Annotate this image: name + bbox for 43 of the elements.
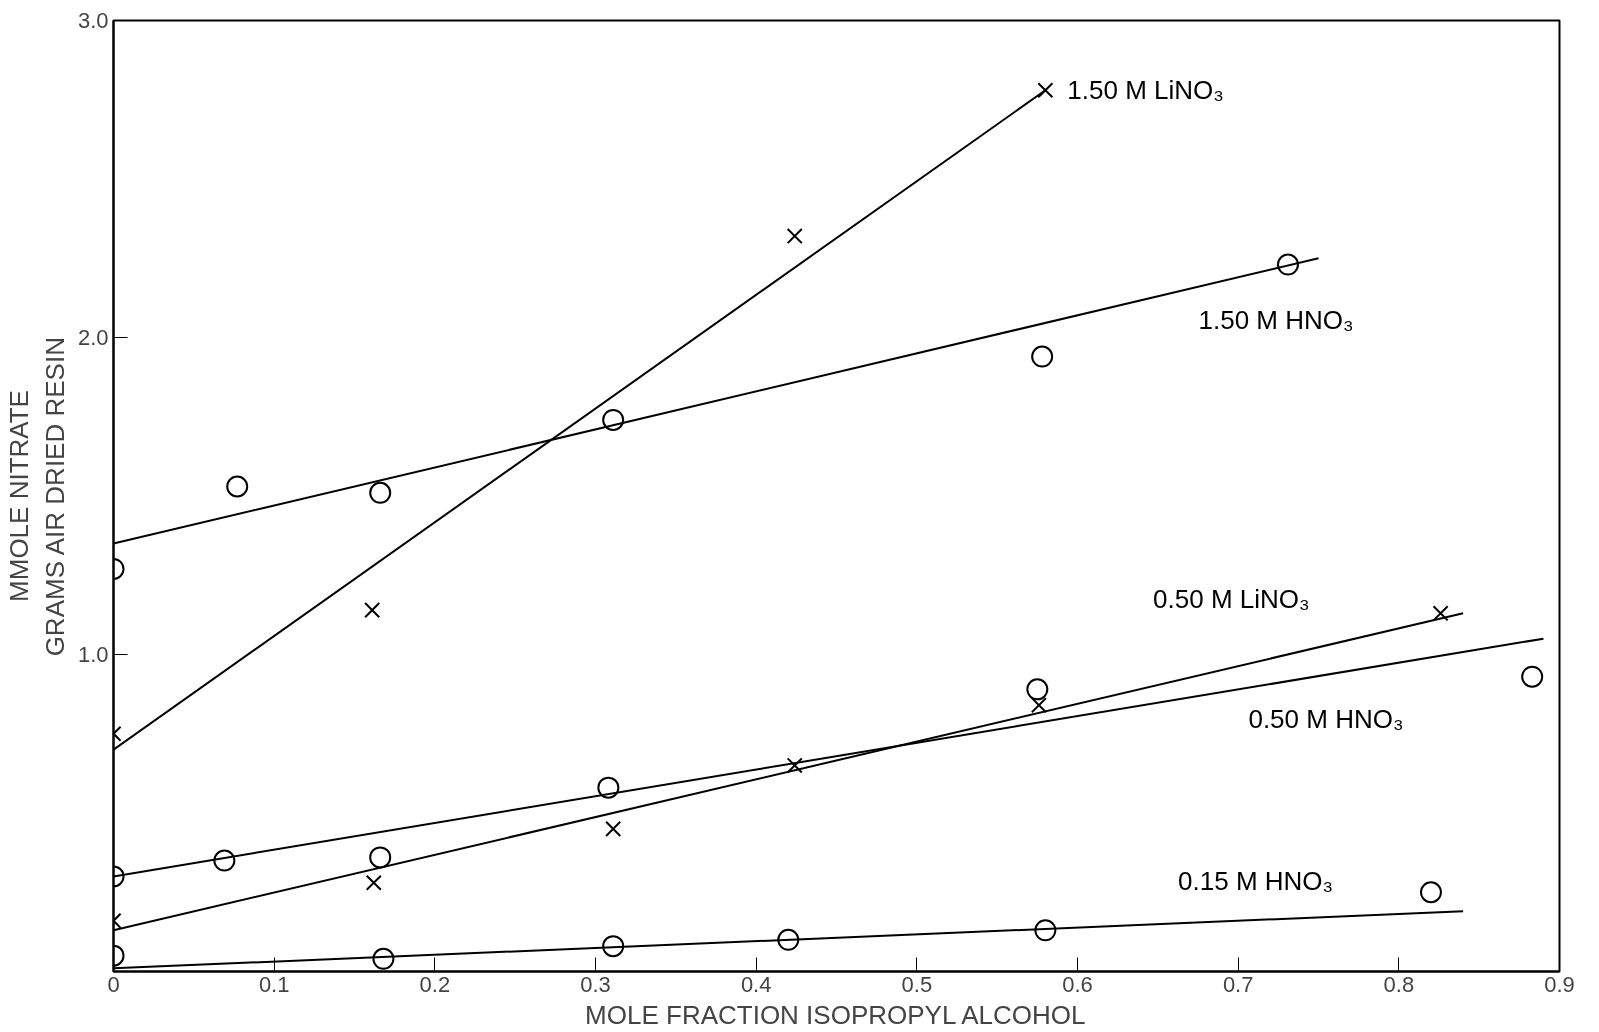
x-tick-label: 0.9: [1544, 971, 1575, 997]
point: [1030, 697, 1048, 714]
point: [372, 947, 395, 970]
point: [1026, 678, 1049, 701]
x-tick-label: 0.1: [258, 971, 290, 997]
point: [786, 227, 803, 245]
x-tick-label: 0.7: [1222, 971, 1254, 997]
point: [1276, 253, 1299, 276]
x-tick-label: 0: [107, 971, 120, 997]
series-label: 0.50 M LiNO₃: [1153, 584, 1310, 615]
x-tick-label: 0.6: [1062, 971, 1093, 997]
y-tick-label: 1.0: [77, 642, 109, 667]
point: [602, 935, 625, 958]
point: [365, 874, 382, 891]
x-tick-label: 0.3: [580, 971, 611, 997]
x-axis-title: MOLE FRACTION ISOPROPYL ALCOHOL: [585, 999, 1086, 1030]
point: [1419, 881, 1442, 904]
x-tick-label: 0.5: [901, 971, 933, 997]
point: [786, 757, 803, 774]
x-tick-label: 0.2: [419, 971, 451, 997]
point: [1521, 665, 1544, 688]
point: [605, 820, 622, 837]
y-tick-label: 2.0: [77, 325, 109, 350]
point: [369, 846, 392, 869]
point: [1432, 605, 1449, 622]
point: [226, 475, 249, 498]
series-label: 1.50 M HNO₃: [1198, 305, 1354, 336]
x-tick-label: 0.8: [1383, 971, 1415, 997]
series-label: 1.50 M LiNO₃: [1067, 75, 1224, 106]
point: [369, 481, 392, 504]
point: [1031, 345, 1054, 368]
y-axis-title: MMOLE NITRATE GRAMS AIR DRIED RESIN: [3, 337, 70, 657]
point: [597, 776, 620, 799]
series-label: 0.50 M HNO₃: [1248, 703, 1404, 734]
point: [213, 849, 236, 872]
point: [364, 602, 381, 619]
point: [1034, 919, 1057, 942]
y-tick-label: 3.0: [77, 8, 109, 33]
x-tick-label: 0.4: [740, 971, 772, 997]
point: [777, 928, 800, 951]
point: [602, 408, 625, 431]
series-label: 0.15 M HNO₃: [1178, 866, 1334, 897]
point: [1037, 82, 1054, 99]
